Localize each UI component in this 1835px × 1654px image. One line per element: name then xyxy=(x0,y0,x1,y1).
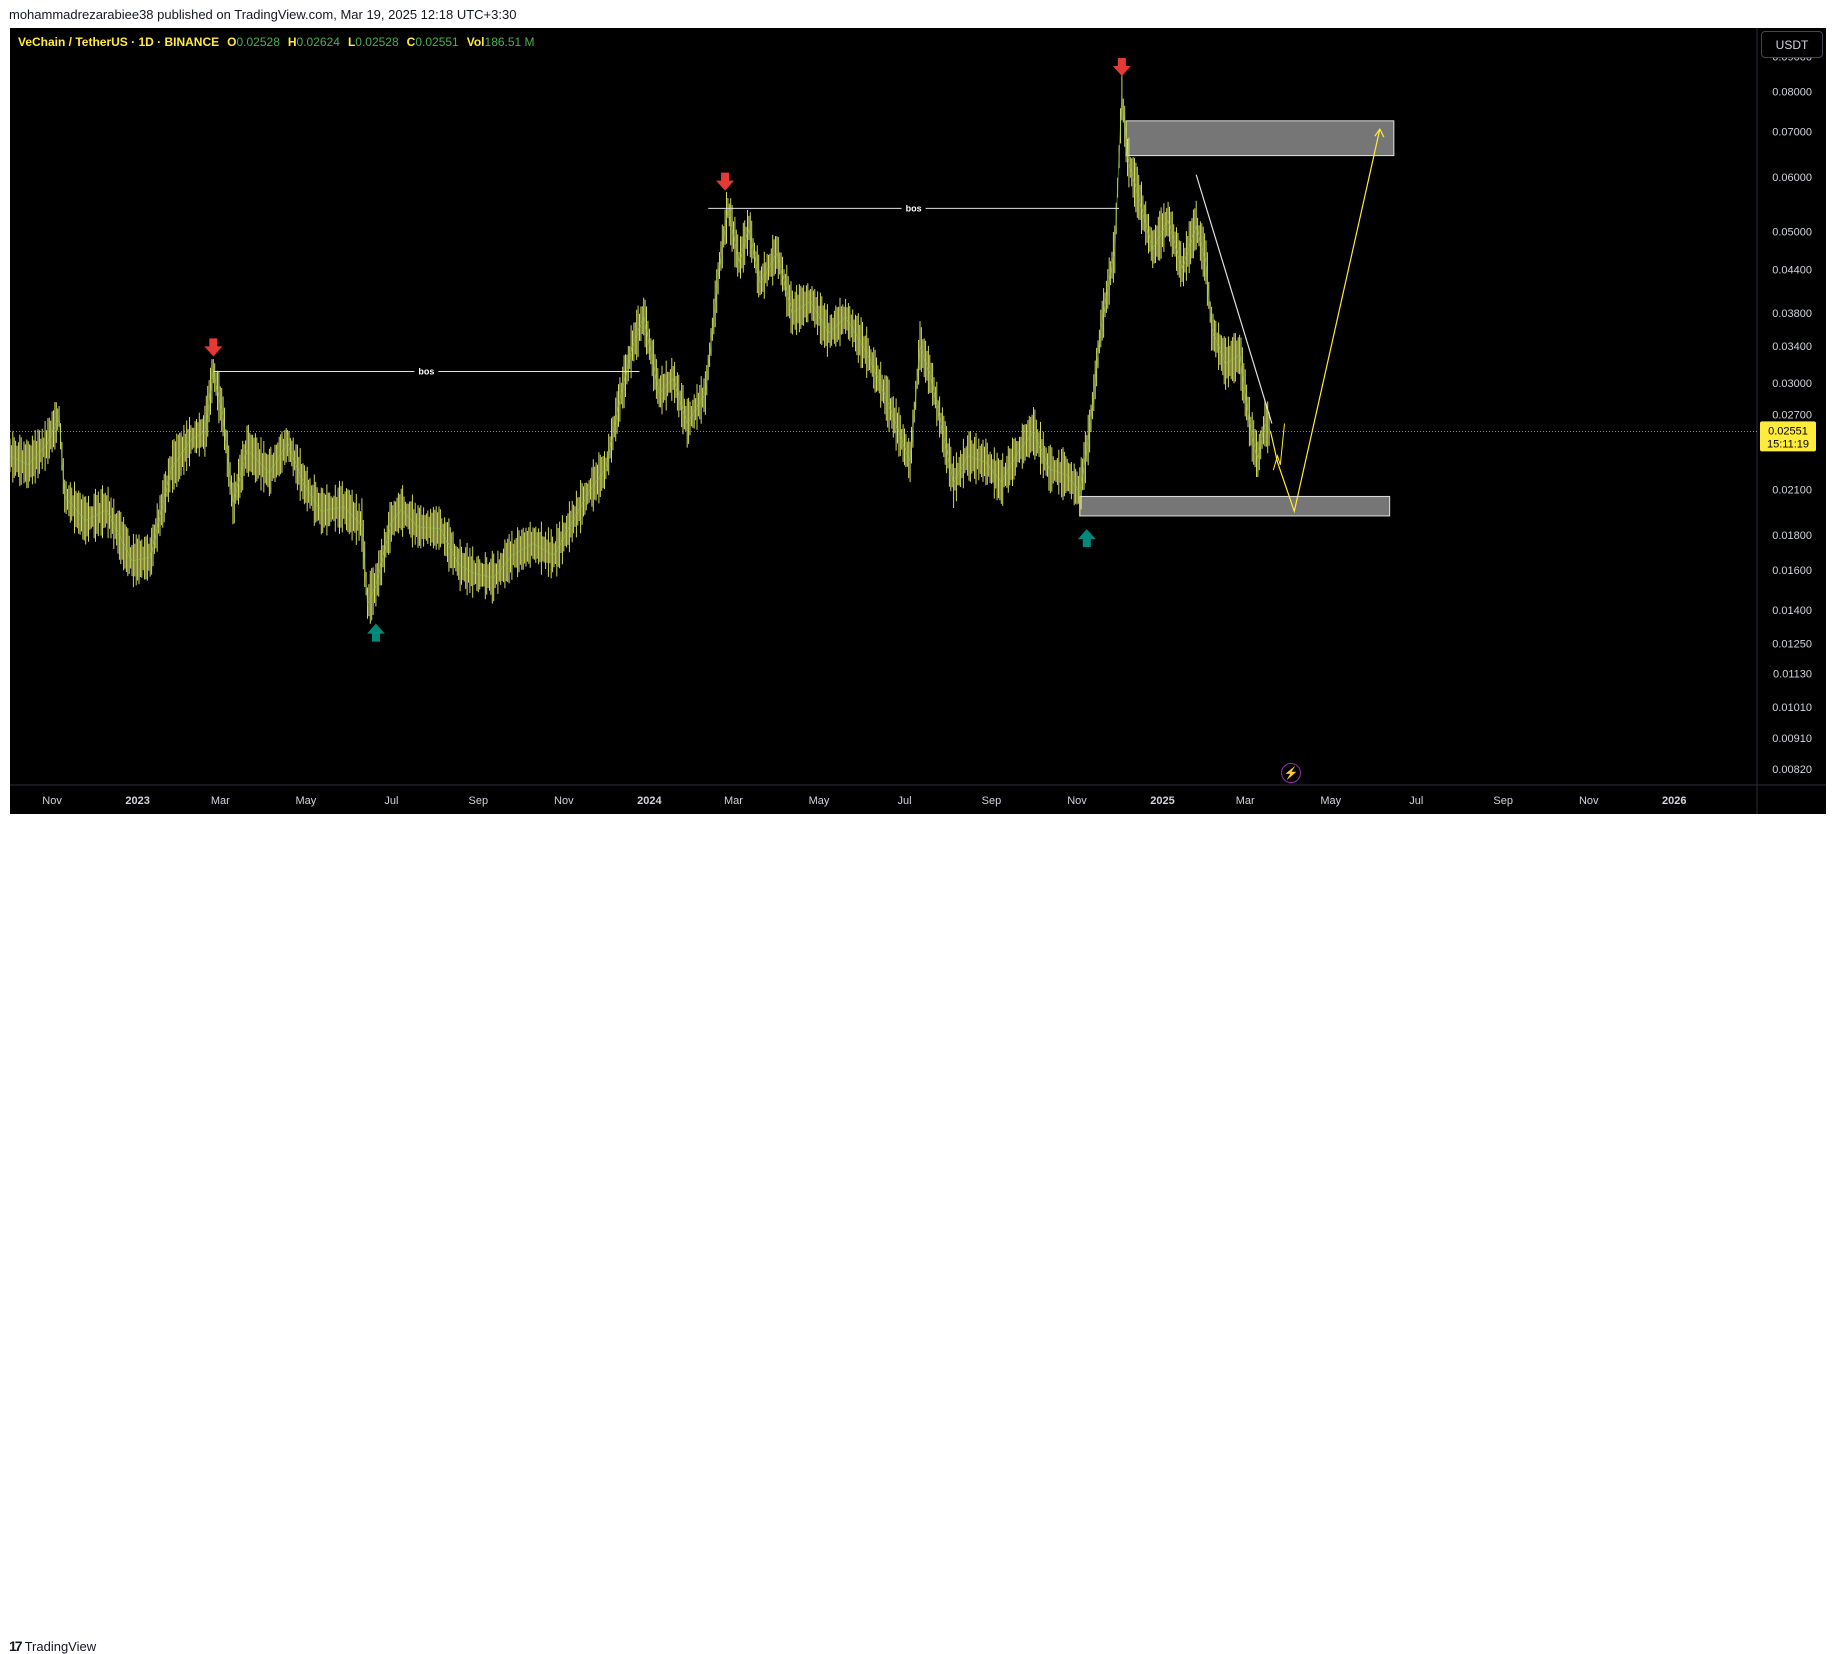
tradingview-logo-icon: 17 xyxy=(9,1638,23,1654)
x-tick-label: 2023 xyxy=(125,795,149,807)
buy-arrow-icon-shape xyxy=(1077,529,1096,548)
supply-demand-zone xyxy=(1125,120,1395,157)
x-tick-label: 2024 xyxy=(637,795,662,807)
sell-arrow-icon-shape xyxy=(1112,58,1131,77)
y-tick-label: 0.01600 xyxy=(1772,565,1812,577)
top-bar: mohammadrezarabiee38 published on Tradin… xyxy=(0,0,1835,28)
supply-demand-zone xyxy=(1079,495,1391,517)
y-tick-label: 0.04400 xyxy=(1772,264,1812,276)
open-label: O xyxy=(227,35,237,49)
close-label: C xyxy=(406,35,416,49)
ohlc-legend: VeChain / TetherUS · 1D · BINANCE O 0.025… xyxy=(18,35,535,49)
x-tick-label: May xyxy=(1320,795,1341,807)
x-tick-label: Jul xyxy=(384,795,398,807)
y-tick-label: 0.01250 xyxy=(1772,639,1812,651)
y-tick-label: 0.00820 xyxy=(1772,764,1812,776)
close-value: 0.02551 xyxy=(415,35,459,49)
buy-arrow-icon xyxy=(1077,529,1096,548)
chart-area[interactable] xyxy=(10,28,1826,814)
x-tick-label: Jul xyxy=(1409,795,1423,807)
y-tick-label: 0.08000 xyxy=(1772,87,1812,99)
tradingview-logo-text: TradingView xyxy=(24,1638,97,1654)
y-tick-label: 0.02100 xyxy=(1772,484,1812,496)
y-tick-label: 0.05000 xyxy=(1772,226,1812,238)
y-tick-label: 0.01400 xyxy=(1772,605,1812,617)
projection-arrowhead xyxy=(1374,127,1385,138)
y-tick-label: 0.00910 xyxy=(1772,733,1812,745)
x-tick-label: May xyxy=(295,795,316,807)
bottom-bar: 17 TradingView xyxy=(0,814,1835,1654)
y-tick-label: 0.03000 xyxy=(1772,378,1812,390)
y-tick-label: 0.03800 xyxy=(1772,308,1812,320)
price-series xyxy=(9,69,1271,624)
buy-arrow-icon-shape xyxy=(366,623,385,642)
current-price-value: 0.02551 xyxy=(1768,425,1808,437)
low-label: L xyxy=(347,35,356,49)
trendline xyxy=(1195,174,1273,424)
open-value: 0.02528 xyxy=(236,35,280,49)
y-tick-label: 0.01800 xyxy=(1772,530,1812,542)
sell-arrow-icon-shape xyxy=(204,338,223,357)
y-tick-label: 0.02700 xyxy=(1772,410,1812,422)
x-tick-label: Mar xyxy=(724,795,743,807)
high-label: H xyxy=(287,35,297,49)
y-tick-label: 0.03400 xyxy=(1772,341,1812,353)
tradingview-logo[interactable]: 17 TradingView xyxy=(9,1638,96,1654)
sell-arrow-icon xyxy=(204,338,223,357)
projection-path xyxy=(1269,129,1381,514)
x-tick-label: Sep xyxy=(1493,795,1513,807)
published-text: mohammadrezarabiee38 published on Tradin… xyxy=(9,7,517,22)
volume-label: Vol xyxy=(466,35,485,49)
x-tick-label: Mar xyxy=(1236,795,1255,807)
x-tick-label: Nov xyxy=(1579,795,1599,807)
low-value: 0.02528 xyxy=(355,35,399,49)
high-value: 0.02624 xyxy=(296,35,340,49)
sell-arrow-icon-shape xyxy=(716,172,735,191)
buy-arrow-icon xyxy=(366,623,385,642)
bos-label: bos xyxy=(906,203,922,213)
projection-zigzag xyxy=(1272,423,1285,471)
x-tick-label: Mar xyxy=(211,795,230,807)
x-tick-label: 2026 xyxy=(1662,795,1686,807)
x-tick-label: Nov xyxy=(554,795,574,807)
x-tick-label: Sep xyxy=(469,795,489,807)
volume-value: 186.51 M xyxy=(484,35,535,49)
x-tick-label: Nov xyxy=(42,795,62,807)
sell-arrow-icon xyxy=(1112,58,1131,77)
y-tick-label: 0.01130 xyxy=(1773,669,1812,681)
x-tick-label: Sep xyxy=(982,795,1002,807)
price-chart[interactable]: 0.090000.080000.070000.060000.050000.044… xyxy=(0,0,1835,849)
x-tick-label: 2025 xyxy=(1150,795,1174,807)
currency-button[interactable]: USDT xyxy=(1761,31,1823,58)
x-tick-label: Jul xyxy=(898,795,912,807)
symbol-label[interactable]: VeChain / TetherUS · 1D · BINANCE xyxy=(18,35,220,49)
y-tick-label: 0.07000 xyxy=(1772,126,1812,138)
lightning-icon[interactable]: ⚡ xyxy=(1281,763,1301,783)
bos-label: bos xyxy=(418,367,434,377)
sell-arrow-icon xyxy=(716,172,735,191)
y-tick-label: 0.06000 xyxy=(1772,172,1812,184)
countdown-value: 15:11:19 xyxy=(1767,438,1809,450)
price-bars xyxy=(9,69,1270,624)
y-tick-label: 0.01010 xyxy=(1772,702,1812,714)
x-tick-label: Nov xyxy=(1067,795,1087,807)
price-trace xyxy=(9,95,1271,606)
x-tick-label: May xyxy=(809,795,830,807)
current-price-badge xyxy=(1760,421,1816,452)
